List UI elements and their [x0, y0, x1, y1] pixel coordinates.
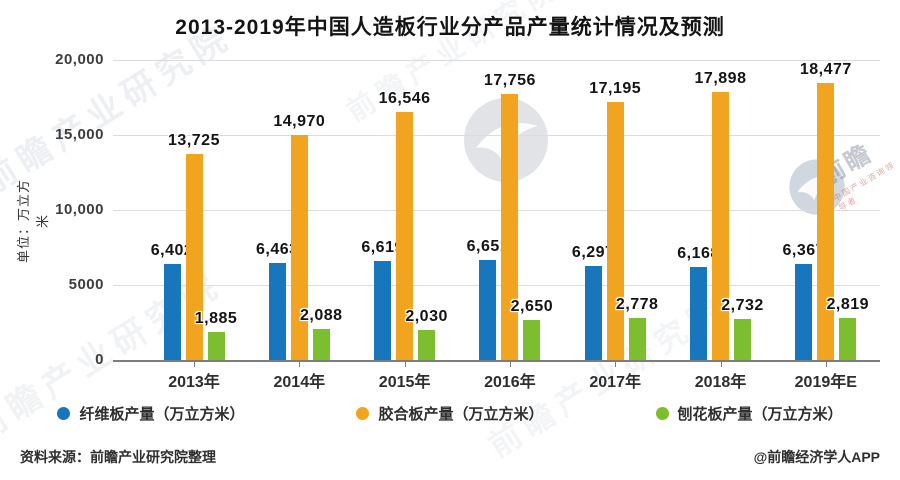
bar — [584, 265, 602, 360]
bar-value-label: 6,367 — [782, 242, 826, 260]
bar — [268, 263, 286, 360]
x-tick-label: 2015年 — [378, 374, 431, 391]
x-axis-tick — [825, 362, 827, 367]
legend-label: 胶合板产量（万立方米） — [378, 406, 544, 423]
x-axis-tick — [299, 362, 301, 367]
gridline — [113, 135, 880, 136]
bar — [523, 320, 541, 360]
y-tick-label: 0 — [95, 351, 104, 368]
bar-value-label: 2,088 — [300, 306, 343, 324]
x-axis-tick — [404, 362, 406, 367]
x-tick-label: 2014年 — [273, 374, 326, 391]
bar — [712, 91, 729, 360]
x-axis-tick — [720, 362, 722, 367]
bar — [374, 260, 392, 360]
bar-value-label: 1,885 — [194, 309, 238, 327]
bar-value-label: 6,168 — [677, 245, 720, 263]
bar-value-label: 6,463 — [256, 241, 299, 259]
bar — [163, 263, 181, 360]
x-axis-line — [113, 360, 880, 362]
bar-value-label: 17,898 — [694, 69, 747, 87]
bar — [418, 329, 436, 360]
y-tick-label: 20,000 — [55, 51, 104, 68]
bar-value-label: 2,778 — [615, 296, 659, 314]
bar — [817, 82, 835, 360]
bar — [839, 317, 857, 360]
x-axis-tick — [615, 362, 617, 367]
x-tick-label: 2018年 — [694, 374, 747, 391]
legend-item-particleboard: 刨花板产量（万立方米） — [655, 403, 843, 424]
bar-value-label: 17,756 — [483, 71, 536, 89]
bar-value-label: 16,546 — [378, 89, 431, 107]
bar-value-label: 14,970 — [273, 113, 326, 131]
bar — [312, 328, 330, 360]
x-axis-tick — [194, 362, 195, 367]
bar — [290, 135, 308, 360]
bar-value-label: 17,195 — [589, 80, 642, 98]
bar-value-label: 6,297 — [571, 243, 615, 261]
bar — [501, 93, 519, 360]
x-tick-label: 2013年 — [168, 374, 220, 391]
y-tick-label: 10,000 — [55, 201, 104, 218]
bar — [795, 264, 813, 360]
legend-dot-orange-icon — [356, 407, 370, 420]
gridline — [113, 60, 880, 61]
bar-value-label: 2,650 — [510, 298, 554, 316]
legend-label: 纤维板产量（万立方米） — [79, 406, 245, 423]
bar — [479, 260, 497, 360]
bar-value-label: 2,030 — [405, 307, 448, 325]
bar-value-label: 13,725 — [168, 132, 220, 150]
bar — [185, 154, 203, 360]
gridline — [113, 285, 880, 286]
bar-value-label: 18,477 — [799, 60, 852, 78]
legend-label: 刨花板产量（万立方米） — [677, 406, 843, 423]
data-source-text: 资料来源：前瞻产业研究院整理 — [20, 449, 216, 465]
bar-value-label: 6,402 — [150, 241, 194, 259]
chart-legend: 纤维板产量（万立方米） 胶合板产量（万立方米） 刨花板产量（万立方米） — [0, 403, 900, 424]
bar-value-label: 6,619 — [361, 238, 404, 256]
credit-text: @前瞻经济学人APP — [753, 449, 880, 465]
gridline — [113, 210, 880, 211]
legend-item-plywood: 胶合板产量（万立方米） — [356, 403, 544, 424]
bar — [690, 267, 707, 360]
x-tick-label: 2017年 — [589, 374, 641, 391]
x-tick-label: 2016年 — [484, 374, 536, 391]
bar — [606, 102, 624, 360]
bar-value-label: 2,819 — [826, 295, 870, 313]
chart-title: 2013-2019年中国人造板行业分产品产量统计情况及预测 — [175, 16, 725, 39]
bar — [396, 111, 414, 360]
bar-value-label: 2,732 — [721, 297, 764, 315]
bar — [628, 318, 646, 360]
legend-item-fiberboard: 纤维板产量（万立方米） — [57, 403, 244, 424]
y-tick-label: 5000 — [68, 276, 104, 293]
y-tick-label: 15,000 — [55, 126, 104, 143]
x-axis-tick — [509, 362, 511, 367]
x-tick-label: 2019年E — [794, 374, 857, 391]
bar — [207, 331, 225, 360]
bar-value-label: 6,651 — [466, 238, 510, 256]
legend-dot-blue-icon — [57, 407, 71, 420]
legend-dot-green-icon — [655, 407, 669, 420]
bar — [734, 319, 751, 360]
